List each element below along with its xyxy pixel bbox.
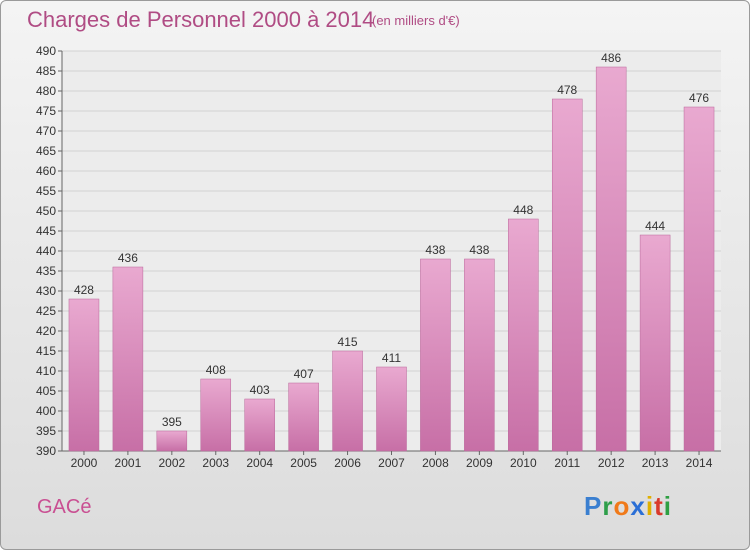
data-label: 448: [513, 203, 533, 217]
data-label: 395: [162, 415, 182, 429]
bar: [200, 378, 232, 452]
y-tick-label: 410: [36, 364, 56, 378]
x-tick-label: 2003: [202, 456, 229, 470]
data-label: 411: [382, 351, 401, 365]
bar: [112, 266, 144, 452]
bar: [244, 398, 275, 452]
logo-letter: o: [613, 491, 631, 521]
logo-letter: r: [602, 491, 614, 521]
bar: [683, 106, 715, 452]
y-tick-label: 470: [36, 124, 56, 138]
bar: [464, 258, 495, 452]
data-label: 428: [74, 283, 94, 297]
data-label: 486: [601, 51, 621, 65]
y-tick-label: 405: [36, 384, 56, 398]
x-tick-label: 2008: [422, 456, 449, 470]
y-tick-label: 420: [36, 324, 56, 338]
data-label: 436: [118, 251, 138, 265]
y-tick-label: 490: [36, 44, 56, 58]
y-tick-label: 425: [36, 304, 56, 318]
bar: [595, 66, 627, 452]
commune-name: GACé: [37, 496, 92, 518]
logo-letter: x: [630, 491, 646, 521]
bar: [639, 234, 671, 452]
logo-letter: i: [663, 491, 672, 521]
x-tick-label: 2007: [378, 456, 405, 470]
data-label: 438: [469, 243, 489, 257]
data-label: 478: [557, 83, 577, 97]
bar: [420, 258, 451, 452]
x-tick-label: 2010: [510, 456, 537, 470]
x-tick-label: 2004: [246, 456, 273, 470]
y-tick-label: 465: [36, 144, 56, 158]
x-tick-label: 2002: [158, 456, 185, 470]
data-label: 403: [250, 383, 270, 397]
y-tick-label: 460: [36, 164, 56, 178]
bar: [551, 98, 583, 452]
data-label: 408: [206, 363, 226, 377]
logo-letter: t: [654, 491, 664, 521]
x-tick-label: 2005: [290, 456, 317, 470]
x-tick-label: 2009: [466, 456, 493, 470]
chart-title: Charges de Personnel 2000 à 2014: [27, 7, 375, 32]
proxiti-logo: Proxiti: [584, 491, 672, 522]
y-tick-label: 435: [36, 264, 56, 278]
data-label: 476: [689, 91, 709, 105]
bar: [332, 350, 363, 452]
x-tick-label: 2006: [334, 456, 361, 470]
y-tick-label: 455: [36, 184, 56, 198]
y-tick-label: 445: [36, 224, 56, 238]
x-tick-label: 2001: [115, 456, 142, 470]
y-tick-label: 475: [36, 104, 56, 118]
x-tick-label: 2012: [598, 456, 625, 470]
bar: [156, 430, 188, 452]
y-tick-label: 400: [36, 404, 56, 418]
x-tick-label: 2000: [71, 456, 98, 470]
bar: [508, 218, 539, 452]
y-tick-label: 395: [36, 424, 56, 438]
data-label: 444: [645, 219, 665, 233]
y-tick-label: 430: [36, 284, 56, 298]
x-tick-label: 2011: [554, 456, 580, 470]
logo-letter: P: [584, 491, 603, 521]
bar: [376, 366, 407, 452]
data-label: 407: [294, 367, 314, 381]
x-tick-label: 2014: [686, 456, 713, 470]
bar: [288, 382, 319, 452]
y-tick-label: 450: [36, 204, 56, 218]
data-label: 415: [338, 335, 358, 349]
x-tick-label: 2013: [642, 456, 669, 470]
chart-subtitle: (en milliers d'€): [372, 13, 460, 28]
y-tick-label: 480: [36, 84, 56, 98]
y-tick-label: 485: [36, 64, 56, 78]
y-tick-label: 390: [36, 444, 56, 458]
logo-letter: i: [645, 491, 655, 521]
data-label: 438: [425, 243, 445, 257]
bar: [68, 298, 100, 452]
y-tick-label: 415: [36, 344, 56, 358]
y-tick-label: 440: [36, 244, 56, 258]
